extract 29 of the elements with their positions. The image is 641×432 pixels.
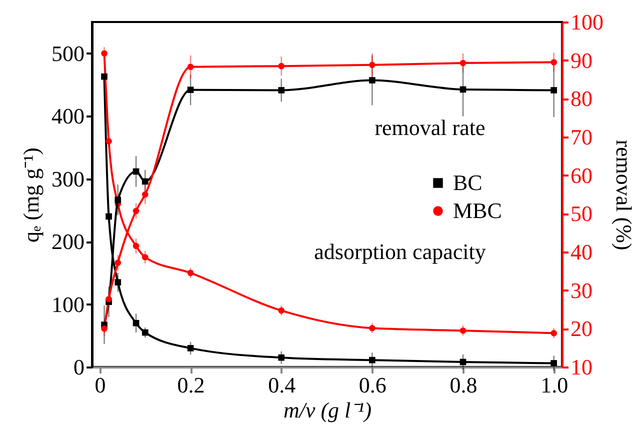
y2-tick-label: 20 (570, 316, 592, 342)
x-axis-title: m/v (g l⁻¹) (283, 398, 372, 422)
annotation: removal rate (374, 115, 486, 140)
y2-tick-label: 10 (570, 354, 592, 380)
y2-tick-label: 70 (570, 124, 592, 150)
x-tick-label: 0.8 (450, 372, 478, 398)
y-tick-label: 400 (52, 104, 84, 129)
x-tick-label: 0.2 (177, 372, 205, 398)
y2-tick-label: 40 (570, 240, 592, 264)
x-tick-label: 0.4 (268, 372, 296, 398)
y2-tick-label: 90 (570, 48, 592, 73)
y-axis-title: qₑ (mg g⁻¹) (18, 148, 44, 242)
y2-tick-label: 80 (570, 86, 592, 112)
x-tick-label: 0.6 (358, 372, 386, 398)
y2-tick-label: 60 (570, 162, 592, 188)
legend-label: BC (453, 170, 482, 195)
y-tick-label: 0 (74, 354, 84, 380)
y2-tick-label: 50 (570, 201, 592, 226)
y2-axis-title: removal (%) (612, 140, 636, 250)
x-tick-label: 0 (94, 372, 106, 398)
y-tick-label: 200 (52, 229, 84, 254)
annotation: adsorption capacity (314, 239, 486, 264)
y-tick-label: 300 (52, 166, 84, 192)
y-tick-label: 100 (52, 292, 84, 317)
y2-tick-label: 30 (570, 278, 592, 303)
y-tick-label: 500 (52, 40, 84, 66)
legend-label: MBC (453, 198, 502, 223)
y2-tick-label: 100 (570, 10, 604, 34)
x-tick-label: 1.0 (540, 372, 568, 398)
